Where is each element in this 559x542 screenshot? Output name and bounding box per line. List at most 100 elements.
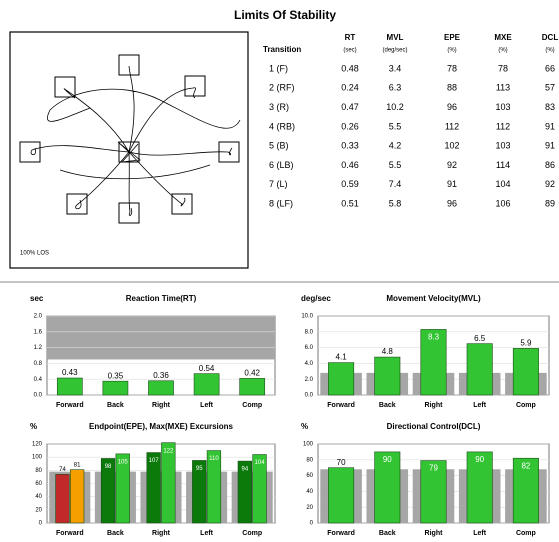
table-cell: 6 (LB): [269, 160, 294, 170]
table-cell: 0.26: [341, 121, 359, 131]
y-tick-label: 120: [32, 442, 43, 448]
y-axis-label: sec: [30, 294, 44, 303]
x-tick-label: Forward: [56, 402, 84, 409]
column-header: MVL: [387, 33, 404, 42]
chart: deg/sec Movement Velocity(MVL) 0.0 2.0 4.0 6.…: [301, 294, 550, 409]
x-tick-label: Forward: [327, 402, 355, 409]
table-cell: 0.47: [341, 102, 359, 112]
table-cell: 96: [447, 102, 457, 112]
bar: [466, 343, 493, 396]
table-cell: 91: [447, 179, 457, 189]
table-cell: 57: [545, 83, 555, 93]
bar: [420, 329, 447, 396]
y-tick-label: 1.2: [34, 345, 43, 351]
x-tick-label: Right: [425, 530, 444, 537]
value-label: 104: [255, 460, 266, 466]
value-label: 110: [209, 456, 219, 462]
value-label: 81: [74, 462, 81, 468]
column-unit: (deg/sec): [382, 48, 407, 54]
chart: sec Reaction Time(RT) 0.0 0.4 0.8 1.2 1.6 2.0 0.…: [30, 294, 276, 409]
x-tick-label: Comp: [516, 402, 536, 409]
column-header: MXE: [494, 33, 512, 42]
table-cell: 4.2: [389, 141, 402, 151]
table-cell: 3 (R): [269, 102, 289, 112]
chart: % Directional Control(DCL) 0 20 40 60 80 100 70 9…: [301, 422, 550, 537]
y-tick-label: 100: [32, 455, 43, 461]
shaded-range: [47, 316, 275, 360]
table-cell: 102: [444, 141, 459, 151]
table-cell: 5 (B): [269, 141, 289, 151]
value-label: 107: [149, 458, 160, 464]
value-label: 70: [337, 458, 346, 467]
table-cell: 10.2: [386, 102, 404, 112]
value-label: 90: [475, 455, 484, 464]
table-cell: 96: [447, 198, 457, 208]
y-tick-label: 0: [39, 521, 43, 527]
y-tick-label: 20: [35, 507, 42, 513]
bar: [193, 373, 220, 396]
value-label: 4.1: [336, 353, 348, 362]
y-tick-label: 80: [35, 468, 42, 474]
value-label: 0.54: [199, 364, 215, 373]
table-cell: 113: [496, 83, 510, 93]
bar: [146, 452, 161, 524]
bar: [102, 380, 129, 396]
table-cell: 88: [447, 83, 457, 93]
value-label: 0.35: [108, 371, 124, 380]
x-tick-label: Comp: [242, 402, 262, 409]
bar: [161, 442, 176, 524]
value-label: 4.8: [382, 347, 394, 356]
y-tick-label: 10.0: [301, 314, 313, 320]
chart: % Endpoint(EPE), Max(MXE) Excursions 0 20 40…: [30, 422, 276, 537]
bar: [115, 453, 130, 524]
table-cell: 92: [545, 179, 555, 189]
table-cell: 78: [447, 63, 457, 73]
x-tick-label: Right: [152, 530, 171, 537]
y-axis-label: %: [301, 422, 308, 431]
results-table: Transition RT (sec) MVL (deg/sec) EPE (%) MXE (%…: [263, 33, 558, 208]
column-header: DCL: [542, 33, 559, 42]
x-tick-label: Left: [200, 530, 214, 537]
x-tick-label: Right: [425, 402, 444, 409]
table-cell: 0.59: [341, 179, 359, 189]
y-tick-label: 1.6: [34, 329, 43, 335]
table-cell: 0.33: [341, 141, 359, 151]
bar: [328, 362, 355, 396]
table-cell: 6.3: [389, 83, 402, 93]
y-tick-label: 0.4: [34, 377, 43, 383]
table-cell: 0.51: [341, 198, 359, 208]
table-cell: 7.4: [389, 179, 402, 189]
x-tick-label: Back: [107, 530, 124, 537]
bar: [148, 380, 174, 396]
x-tick-label: Comp: [516, 530, 536, 537]
x-tick-label: Forward: [56, 530, 84, 537]
x-tick-label: Left: [473, 402, 487, 409]
bar: [100, 458, 116, 524]
table-cell: 91: [545, 121, 555, 131]
bar: [206, 450, 222, 524]
value-label: 8.3: [428, 333, 440, 342]
table-cell: 92: [447, 160, 457, 170]
table-cell: 89: [545, 198, 555, 208]
value-label: 74: [59, 467, 66, 473]
y-tick-label: 100: [303, 442, 314, 448]
table-cell: 5.5: [389, 121, 402, 131]
bar: [70, 469, 85, 524]
chart-title: Directional Control(DCL): [387, 422, 481, 431]
value-label: 98: [105, 464, 112, 470]
column-unit: (%): [545, 48, 554, 54]
table-cell: 5.5: [389, 160, 402, 170]
column-header: Transition: [263, 45, 301, 54]
table-cell: 0.46: [341, 160, 359, 170]
value-label: 0.43: [62, 368, 78, 377]
table-cell: 104: [495, 179, 510, 189]
bar: [512, 457, 539, 524]
value-label: 5.9: [520, 338, 532, 347]
table-cell: 0.48: [341, 63, 359, 73]
table-cell: 106: [495, 198, 510, 208]
table-cell: 4 (RB): [269, 121, 295, 131]
column-unit: (sec): [343, 48, 356, 54]
y-tick-label: 20: [306, 505, 313, 511]
value-label: 79: [429, 464, 438, 473]
y-tick-label: 60: [35, 481, 42, 487]
